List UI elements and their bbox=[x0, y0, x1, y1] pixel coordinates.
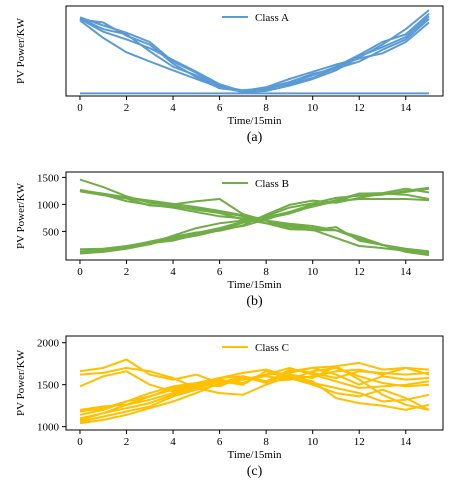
x-tick-label: 0 bbox=[77, 266, 83, 278]
panel-caption: (b) bbox=[246, 294, 263, 309]
series-line-9 bbox=[79, 370, 430, 420]
x-tick-label: 2 bbox=[124, 436, 130, 448]
x-tick-label: 8 bbox=[263, 436, 269, 448]
x-tick-label: 4 bbox=[170, 102, 176, 114]
x-tick-label: 10 bbox=[307, 102, 319, 114]
series-line-10 bbox=[79, 368, 430, 411]
panel-caption: (c) bbox=[247, 464, 263, 479]
x-tick-label: 12 bbox=[354, 436, 365, 448]
x-tick-label: 14 bbox=[400, 102, 412, 114]
y-tick-label: 1500 bbox=[37, 380, 60, 392]
axes-frame bbox=[65, 171, 444, 261]
x-tick-label: 4 bbox=[170, 266, 176, 278]
legend-label: Class C bbox=[255, 342, 289, 354]
x-axis-label: Time/15min bbox=[228, 115, 282, 127]
y-axis-label: PV Power/KW bbox=[15, 17, 27, 84]
x-tick-label: 8 bbox=[263, 266, 269, 278]
chart-panel-3: 0 2 4 6 8 10 12 14 1000 1500 2000 Time/15min PV Powe… bbox=[15, 335, 444, 479]
series-line-9 bbox=[79, 192, 430, 253]
x-axis-label: Time/15min bbox=[228, 449, 282, 461]
x-tick-label: 4 bbox=[170, 436, 176, 448]
x-tick-label: 10 bbox=[307, 266, 319, 278]
x-tick-label: 14 bbox=[400, 266, 412, 278]
x-tick-label: 12 bbox=[354, 266, 365, 278]
series-line-5 bbox=[79, 188, 430, 253]
y-axis-label: PV Power/KW bbox=[15, 182, 27, 249]
x-tick-label: 8 bbox=[263, 102, 269, 114]
y-axis-label: PV Power/KW bbox=[15, 349, 27, 416]
chart-panel-2: 0 2 4 6 8 10 12 14 500 1000 1500 Time/15min PV Power… bbox=[15, 171, 444, 309]
x-axis-label: Time/15min bbox=[228, 279, 282, 291]
x-tick-label: 6 bbox=[217, 266, 223, 278]
x-tick-label: 14 bbox=[400, 436, 412, 448]
x-tick-label: 0 bbox=[77, 102, 83, 114]
y-tick-label: 1500 bbox=[37, 172, 60, 184]
axes-frame bbox=[65, 335, 444, 431]
x-tick-label: 12 bbox=[354, 102, 365, 114]
x-tick-label: 2 bbox=[124, 102, 130, 114]
y-tick-label: 2000 bbox=[37, 338, 60, 350]
x-tick-label: 10 bbox=[307, 436, 319, 448]
x-tick-label: 0 bbox=[77, 436, 83, 448]
axes-frame bbox=[65, 5, 444, 97]
series-line-10 bbox=[79, 198, 430, 254]
x-tick-label: 6 bbox=[217, 436, 223, 448]
series-line-2 bbox=[79, 366, 430, 411]
legend-label: Class B bbox=[255, 178, 289, 190]
x-tick-label: 2 bbox=[124, 266, 130, 278]
chart-panel-1: 0 2 4 6 8 10 12 14 Time/15min PV Power/KW (a) Class… bbox=[15, 5, 444, 145]
y-tick-label: 1000 bbox=[37, 422, 60, 434]
x-tick-label: 6 bbox=[217, 102, 223, 114]
series-line-5 bbox=[79, 15, 430, 92]
panel-caption: (a) bbox=[247, 130, 263, 145]
legend-label: Class A bbox=[255, 12, 289, 24]
y-tick-label: 500 bbox=[43, 226, 60, 238]
y-tick-label: 1000 bbox=[37, 199, 60, 211]
